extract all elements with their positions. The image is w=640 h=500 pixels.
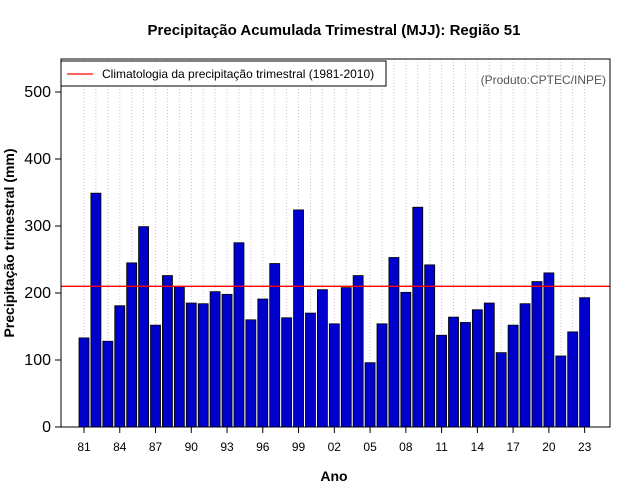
bar-1988 — [162, 275, 173, 428]
bar-2011 — [436, 334, 448, 428]
x-tick-label: 05 — [363, 440, 377, 454]
bar-1981 — [78, 337, 90, 428]
x-axis: 81 84 87 90 93 96 99 02 05 08 11 14 17 20 23 — [77, 427, 592, 454]
x-tick-label: 84 — [113, 440, 127, 454]
y-axis: 0 100 200 300 400 500 — [24, 84, 61, 436]
x-tick-label: 23 — [578, 440, 592, 454]
bar-1999 — [293, 209, 304, 428]
x-tick-label: 90 — [185, 440, 199, 454]
x-tick-label: 96 — [256, 440, 270, 454]
bar-2017 — [507, 324, 519, 428]
bar-1990 — [185, 302, 197, 428]
x-tick-label: 20 — [542, 440, 556, 454]
bar-2013 — [460, 322, 471, 428]
bar-2002 — [328, 323, 340, 428]
y-tick-label: 200 — [24, 285, 51, 302]
bars — [78, 192, 591, 428]
chart-title: Precipitação Acumulada Trimestral (MJJ):… — [148, 22, 521, 39]
x-tick-label: 02 — [328, 440, 342, 454]
y-tick-label: 300 — [24, 218, 51, 235]
bar-2020 — [543, 272, 555, 428]
bar-2001 — [316, 289, 328, 428]
bar-1994 — [233, 242, 245, 428]
legend-box — [60, 60, 387, 87]
bar-1984 — [114, 305, 126, 428]
bar-2000 — [305, 312, 316, 428]
x-tick-label: 99 — [292, 440, 306, 454]
bar-2008 — [400, 291, 412, 428]
credit-text: (Produto:CPTEC/INPE) — [481, 73, 606, 87]
bar-2012 — [448, 316, 459, 428]
bar-1986 — [138, 226, 150, 428]
plot-frame — [60, 58, 611, 428]
bar-2018 — [519, 303, 531, 428]
bar-1996 — [257, 298, 269, 428]
legend-label: Climatologia da precipitação trimestral … — [102, 67, 374, 81]
bar-2006 — [376, 323, 388, 428]
bar-1982 — [90, 192, 102, 428]
bar-2021 — [555, 355, 567, 428]
bar-2015 — [483, 302, 495, 428]
x-tick-label: 87 — [149, 440, 163, 454]
bar-2005 — [364, 362, 376, 428]
bar-1997 — [269, 263, 281, 428]
bar-2004 — [352, 275, 364, 428]
x-tick-label: 08 — [399, 440, 413, 454]
bar-1991 — [197, 303, 209, 428]
bar-1998 — [281, 317, 293, 428]
y-tick-label: 500 — [24, 84, 51, 101]
bar-1987 — [150, 324, 161, 428]
bar-1992 — [209, 291, 221, 428]
bar-2003 — [340, 287, 352, 428]
bar-1989 — [173, 285, 185, 428]
x-tick-label: 93 — [220, 440, 234, 454]
bar-1985 — [126, 262, 138, 428]
y-axis-label: Precipitação trimestral (mm) — [1, 148, 17, 337]
legend: Climatologia da precipitação trimestral … — [60, 60, 387, 87]
bar-2023 — [579, 297, 591, 428]
bar-2022 — [567, 331, 579, 428]
bar-2014 — [471, 309, 483, 428]
bar-1995 — [245, 319, 257, 428]
x-tick-label: 11 — [435, 440, 448, 454]
bar-2010 — [424, 264, 436, 428]
bar-2019 — [531, 281, 543, 428]
bar-1983 — [102, 340, 114, 428]
x-tick-label: 81 — [77, 440, 91, 454]
bar-2009 — [412, 206, 424, 428]
x-tick-label: 17 — [506, 440, 520, 454]
bar-2016 — [495, 352, 507, 428]
y-tick-label: 100 — [24, 352, 51, 369]
x-axis-label: Ano — [320, 468, 347, 484]
x-tick-label: 14 — [471, 440, 485, 454]
y-tick-label: 400 — [24, 151, 51, 168]
bar-2007 — [388, 257, 400, 428]
y-tick-label: 0 — [42, 419, 51, 436]
bar-1993 — [221, 293, 233, 428]
